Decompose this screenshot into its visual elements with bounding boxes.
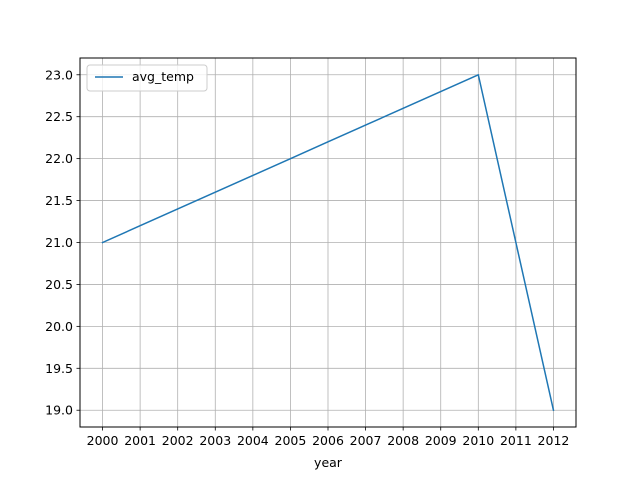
x-tick-label: 2011 xyxy=(500,433,532,448)
x-tick-label: 2006 xyxy=(312,433,344,448)
x-axis-ticks: 2000 2001 2002 2003 2004 2005 2006 2007 2008 2009… xyxy=(87,427,570,448)
x-tick-label: 2009 xyxy=(425,433,457,448)
x-tick-label: 2008 xyxy=(387,433,419,448)
x-tick-label: 2005 xyxy=(275,433,307,448)
y-tick-label: 21.5 xyxy=(45,193,73,208)
y-tick-label: 22.0 xyxy=(45,151,73,166)
x-tick-label: 2000 xyxy=(87,433,119,448)
x-tick-label: 2001 xyxy=(124,433,156,448)
x-tick-label: 2012 xyxy=(538,433,570,448)
x-tick-label: 2010 xyxy=(462,433,494,448)
y-tick-label: 22.5 xyxy=(45,109,73,124)
grid-lines xyxy=(80,58,576,427)
y-tick-label: 19.0 xyxy=(45,403,73,418)
legend: avg_temp xyxy=(86,64,208,92)
series-line-avg-temp xyxy=(101,74,555,412)
legend-box xyxy=(86,64,208,92)
y-tick-label: 20.0 xyxy=(45,319,73,334)
y-tick-label: 23.0 xyxy=(45,67,73,82)
legend-label-avg-temp: avg_temp xyxy=(132,69,194,84)
y-axis-ticks: 19.0 19.5 20.0 20.5 21.0 21.5 22.0 22.5 23.0 xyxy=(45,67,80,418)
y-tick-label: 19.5 xyxy=(45,361,73,376)
y-tick-label: 20.5 xyxy=(45,277,73,292)
series-lines xyxy=(101,74,555,412)
x-tick-label: 2003 xyxy=(199,433,231,448)
x-tick-label: 2007 xyxy=(350,433,382,448)
x-tick-label: 2002 xyxy=(162,433,194,448)
y-tick-label: 21.0 xyxy=(45,235,73,250)
x-tick-label: 2004 xyxy=(237,433,269,448)
x-axis-label: year xyxy=(314,455,343,470)
